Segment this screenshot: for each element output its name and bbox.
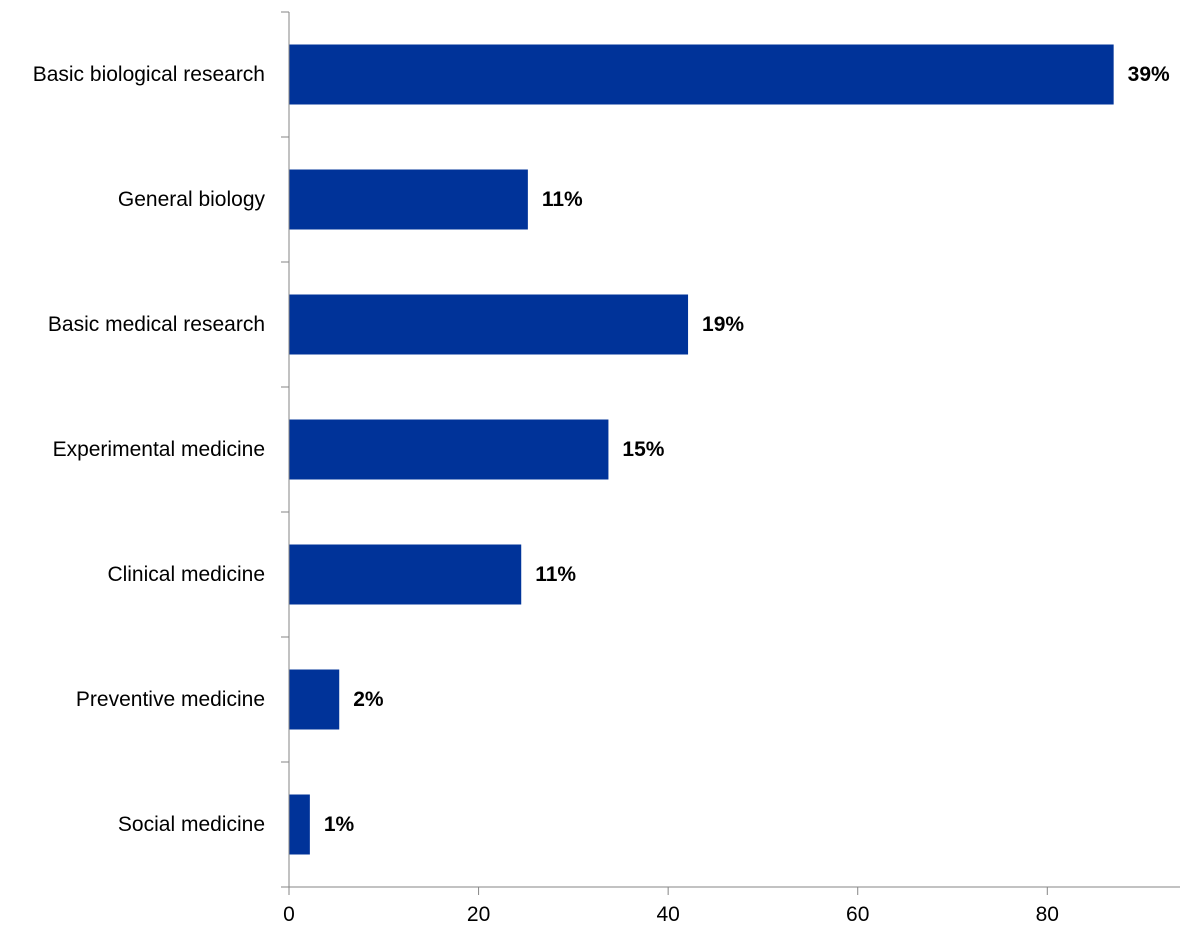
data-label: 1% [324, 813, 355, 836]
data-labels-group: 39% 11% 19% 15% 11% 2% 1% [324, 63, 1170, 836]
data-label: 11% [535, 563, 576, 586]
data-label: 11% [542, 188, 583, 211]
data-label: 15% [622, 438, 664, 461]
data-label: 19% [702, 313, 744, 336]
x-tick-label: 40 [656, 903, 679, 926]
x-tick-label: 60 [846, 903, 869, 926]
category-labels-group: Basic biological research General biology… [33, 63, 266, 836]
data-label: 2% [353, 688, 384, 711]
bars-group [289, 44, 1114, 855]
x-tick-label: 80 [1036, 903, 1059, 926]
category-label: Experimental medicine [53, 438, 265, 461]
x-tick-label: 20 [467, 903, 490, 926]
bar [289, 44, 1114, 105]
x-tick-label: 0 [283, 903, 295, 926]
bar [289, 794, 310, 855]
category-label: Basic biological research [33, 63, 265, 86]
bar [289, 169, 528, 230]
axes-group: 0 20 40 60 80 [281, 11, 1180, 926]
bar [289, 669, 340, 730]
data-label: 39% [1128, 63, 1170, 86]
category-label: Social medicine [118, 813, 265, 836]
bar [289, 544, 522, 605]
bar [289, 419, 609, 480]
category-label: Clinical medicine [107, 563, 265, 586]
category-label: Basic medical research [48, 313, 265, 336]
category-label: Preventive medicine [76, 688, 265, 711]
category-label: General biology [118, 188, 266, 211]
bar [289, 294, 689, 355]
